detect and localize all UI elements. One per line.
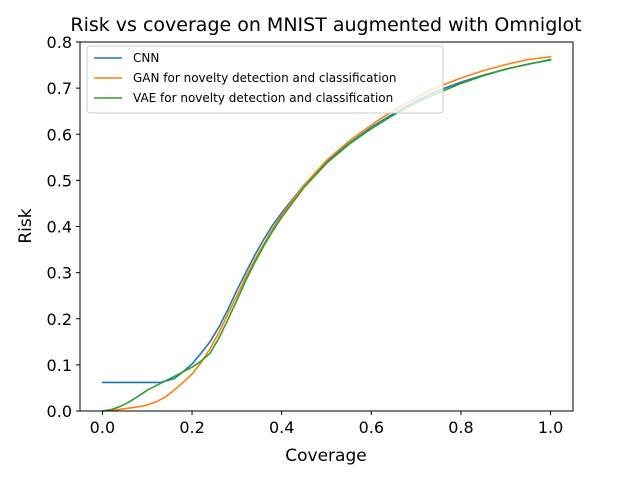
legend-box bbox=[86, 45, 444, 114]
y-tick-label: 0.1 bbox=[47, 356, 72, 375]
x-tick-label: 0.6 bbox=[359, 418, 384, 437]
x-tick-label: 0.0 bbox=[90, 418, 115, 437]
legend-label-vae: VAE for novelty detection and classifica… bbox=[133, 91, 393, 105]
legend-label-gan: GAN for novelty detection and classifica… bbox=[133, 71, 397, 85]
y-tick-label: 0.8 bbox=[47, 33, 72, 52]
y-tick-label: 0.5 bbox=[47, 171, 72, 190]
y-tick-label: 0.7 bbox=[47, 79, 72, 98]
legend-label-cnn: CNN bbox=[133, 51, 159, 65]
y-tick-label: 0.2 bbox=[47, 310, 72, 329]
x-tick-label: 1.0 bbox=[538, 418, 563, 437]
y-tick-label: 0.3 bbox=[47, 264, 72, 283]
y-axis-label: Risk bbox=[16, 208, 36, 243]
chart-title: Risk vs coverage on MNIST augmented with… bbox=[70, 14, 581, 36]
x-tick-label: 0.4 bbox=[269, 418, 294, 437]
x-tick-label: 0.8 bbox=[448, 418, 473, 437]
y-tick-label: 0.0 bbox=[47, 402, 72, 421]
y-axis-ticks: 0.0 0.1 0.2 0.3 0.4 0.5 0.6 0.7 0.8 bbox=[47, 33, 80, 421]
y-tick-label: 0.4 bbox=[47, 218, 72, 237]
y-tick-label: 0.6 bbox=[47, 125, 72, 144]
x-tick-label: 0.2 bbox=[179, 418, 204, 437]
legend: CNN GAN for novelty detection and classif… bbox=[86, 45, 444, 114]
x-axis-ticks: 0.0 0.2 0.4 0.6 0.8 1.0 bbox=[90, 411, 563, 437]
x-axis-label: Coverage bbox=[285, 446, 366, 466]
